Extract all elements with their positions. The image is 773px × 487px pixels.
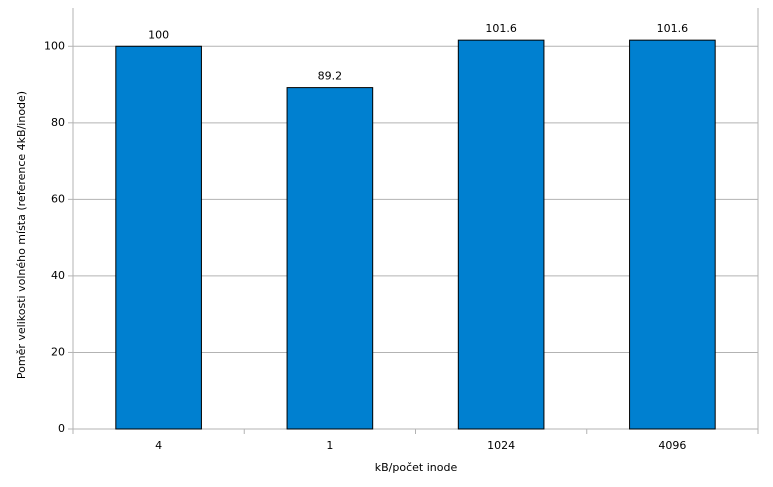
y-tick-label: 40 [51, 269, 65, 282]
data-label: 100 [148, 28, 169, 41]
data-label: 101.6 [485, 22, 517, 35]
y-tick-label: 0 [58, 422, 65, 435]
x-axis-label: kB/počet inode [375, 461, 458, 474]
bar [629, 39, 716, 430]
y-tick-label: 20 [51, 345, 65, 358]
x-tick-label: 4096 [658, 439, 686, 452]
y-tick-label: 100 [44, 39, 65, 52]
x-tick-label: 4 [155, 439, 162, 452]
bar [115, 45, 202, 430]
data-label: 101.6 [657, 22, 689, 35]
y-tick-label: 60 [51, 192, 65, 205]
x-tick-label: 1 [326, 439, 333, 452]
y-axis-label: Poměr velikosti volného místa (reference… [15, 91, 28, 379]
data-label: 89.2 [318, 70, 343, 83]
y-tick-label: 80 [51, 116, 65, 129]
bar [457, 39, 545, 430]
x-tick-label: 1024 [487, 439, 515, 452]
bar [286, 87, 374, 430]
